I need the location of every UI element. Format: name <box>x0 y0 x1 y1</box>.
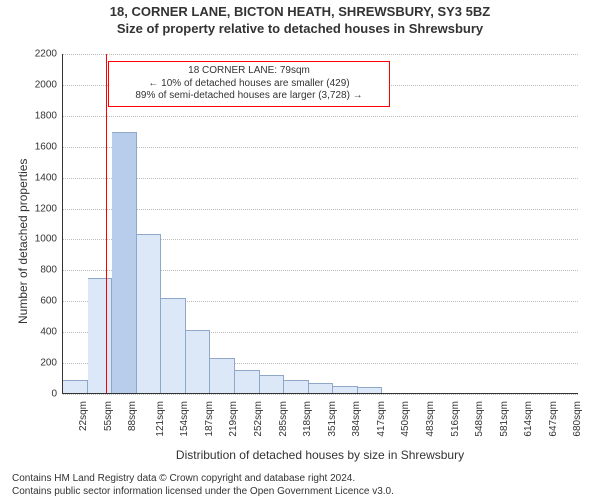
x-tick-label: 187sqm <box>204 401 215 437</box>
histogram-bar <box>137 234 162 393</box>
gridline <box>63 116 578 117</box>
y-tick-label: 1200 <box>35 203 57 214</box>
histogram-bar <box>235 370 260 393</box>
y-tick-label: 1400 <box>35 172 57 183</box>
x-axis-label: Distribution of detached houses by size … <box>62 448 578 462</box>
annotation-line: 89% of semi-detached houses are larger (… <box>112 90 386 103</box>
x-tick-label: 219sqm <box>228 401 239 437</box>
x-tick-label: 318sqm <box>302 401 313 437</box>
footer-line-2: Contains public sector information licen… <box>12 486 588 499</box>
y-tick-label: 800 <box>40 265 57 276</box>
chart-title: 18, CORNER LANE, BICTON HEATH, SHREWSBUR… <box>0 4 600 19</box>
gridline <box>63 147 578 148</box>
x-tick-label: 548sqm <box>474 401 485 437</box>
gridline <box>63 178 578 179</box>
histogram-bar <box>284 380 309 393</box>
x-tick-label: 483sqm <box>425 401 436 437</box>
x-tick-label: 252sqm <box>253 401 264 437</box>
y-tick-label: 400 <box>40 327 57 338</box>
x-tick-label: 417sqm <box>376 401 387 437</box>
x-tick-label: 285sqm <box>277 401 288 437</box>
x-tick-label: 516sqm <box>449 401 460 437</box>
annotation-box: 18 CORNER LANE: 79sqm← 10% of detached h… <box>108 61 390 107</box>
x-tick-label: 351sqm <box>326 401 337 437</box>
x-tick-label: 384sqm <box>351 401 362 437</box>
x-tick-label: 680sqm <box>572 401 583 437</box>
histogram-bar <box>161 298 186 393</box>
chart-subtitle: Size of property relative to detached ho… <box>0 21 600 36</box>
annotation-line: 18 CORNER LANE: 79sqm <box>112 65 386 78</box>
x-tick-label: 55sqm <box>103 401 114 431</box>
x-tick-label: 450sqm <box>400 401 411 437</box>
property-marker-line <box>106 54 107 393</box>
footer-line-1: Contains HM Land Registry data © Crown c… <box>12 473 588 486</box>
y-tick-label: 2000 <box>35 79 57 90</box>
y-tick-label: 0 <box>51 389 57 400</box>
x-tick-label: 154sqm <box>179 401 190 437</box>
histogram-bar <box>210 358 235 393</box>
annotation-line: ← 10% of detached houses are smaller (42… <box>112 78 386 91</box>
y-tick-label: 1000 <box>35 234 57 245</box>
x-tick-label: 121sqm <box>154 401 165 437</box>
x-tick-label: 614sqm <box>523 401 534 437</box>
histogram-bar <box>333 386 358 393</box>
histogram-bar <box>358 387 383 393</box>
histogram-bar <box>260 375 285 393</box>
x-tick-label: 581sqm <box>498 401 509 437</box>
histogram-bar <box>112 132 137 393</box>
y-axis-label: Number of detached properties <box>16 159 30 324</box>
gridline <box>63 54 578 55</box>
histogram-bar <box>88 278 113 393</box>
footer: Contains HM Land Registry data © Crown c… <box>12 473 588 498</box>
y-tick-label: 2200 <box>35 49 57 60</box>
x-tick-label: 647sqm <box>548 401 559 437</box>
histogram-bar <box>309 383 334 393</box>
x-tick-label: 88sqm <box>127 401 138 431</box>
y-tick-label: 200 <box>40 358 57 369</box>
y-tick-label: 1600 <box>35 141 57 152</box>
y-tick-label: 600 <box>40 296 57 307</box>
histogram-bar <box>186 330 211 393</box>
x-tick-label: 22sqm <box>78 401 89 431</box>
gridline <box>63 209 578 210</box>
chart-container: 18, CORNER LANE, BICTON HEATH, SHREWSBUR… <box>0 4 600 504</box>
y-tick-label: 1800 <box>35 110 57 121</box>
histogram-bar <box>63 380 88 393</box>
gridline <box>63 394 578 395</box>
